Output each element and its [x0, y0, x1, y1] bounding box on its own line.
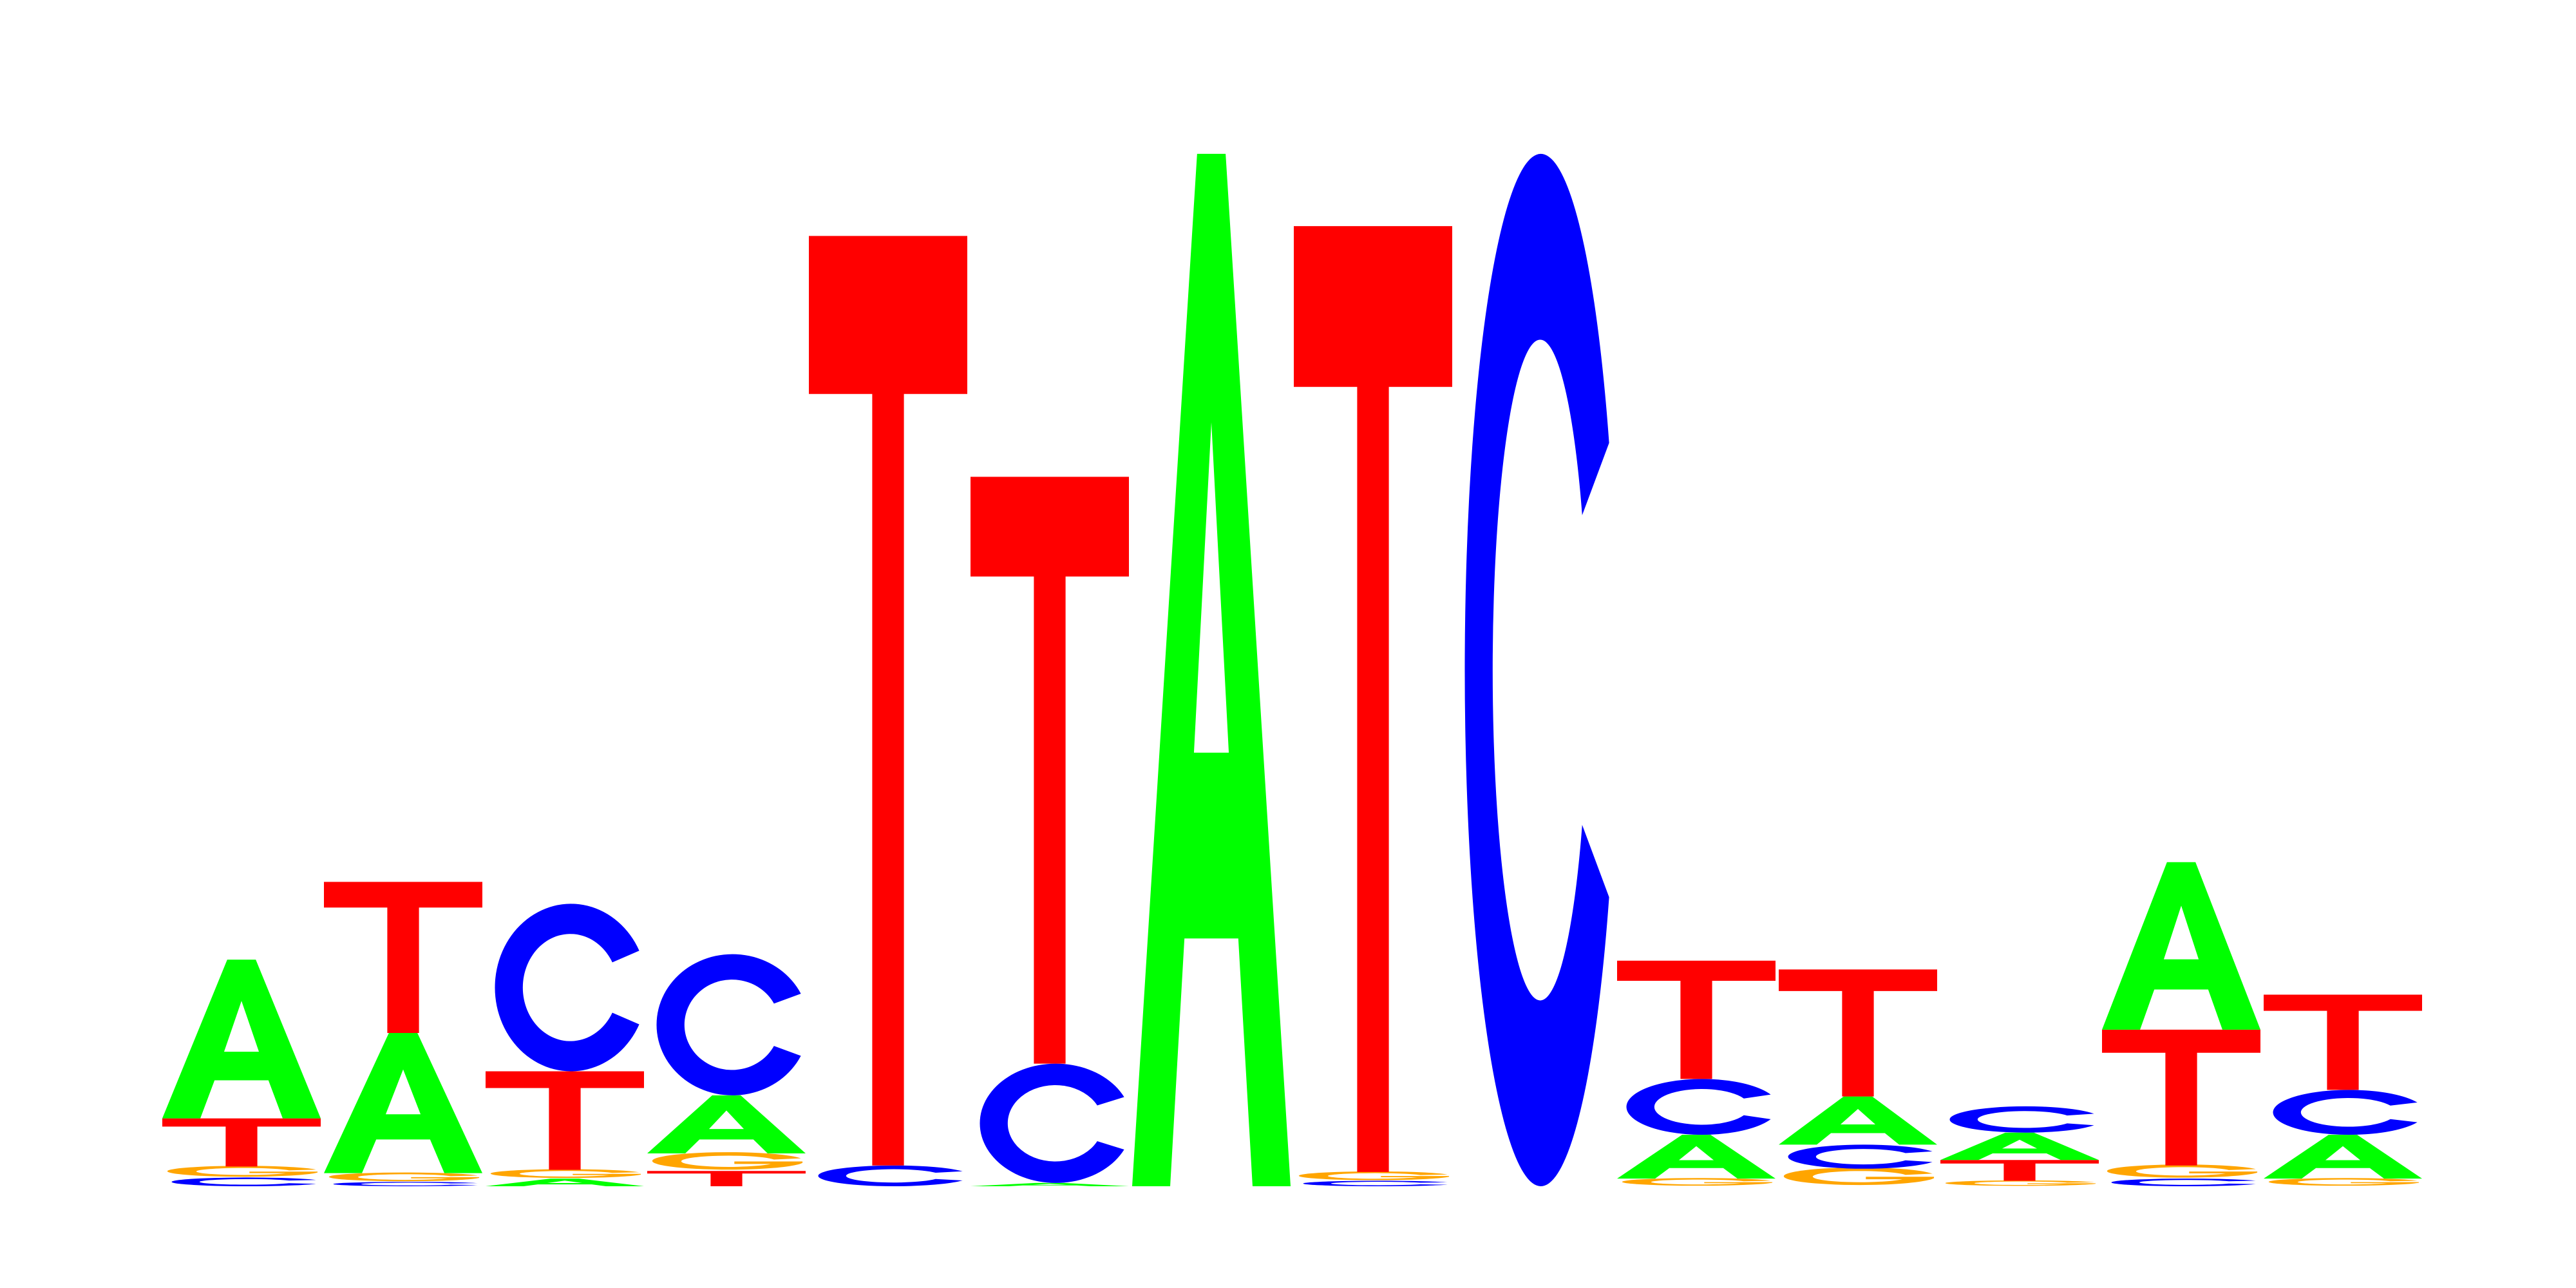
letter-C-pos-3	[495, 904, 639, 1072]
letter-G-pos-11	[1783, 1167, 1935, 1186]
letter-C-pos-6	[980, 1063, 1124, 1183]
letter-A-pos-12	[1940, 1132, 2099, 1160]
letter-A-pos-4	[647, 1095, 806, 1153]
letter-T-pos-5	[809, 236, 967, 1166]
letter-G-pos-14	[2268, 1178, 2420, 1186]
letter-G-pos-4	[652, 1152, 803, 1170]
letter-T-pos-13	[2102, 1029, 2260, 1166]
letter-A-pos-7	[1132, 153, 1291, 1186]
letter-C-pos-12	[1949, 1106, 2094, 1133]
letter-A-pos-1	[162, 960, 321, 1119]
letter-A-pos-6	[971, 1182, 1129, 1186]
letter-A-pos-10	[1617, 1135, 1776, 1179]
letter-C-pos-2	[333, 1182, 478, 1186]
letter-C-pos-10	[1626, 1079, 1771, 1135]
letter-C-pos-9	[1464, 153, 1609, 1187]
letter-T-pos-3	[486, 1071, 644, 1170]
letter-C-pos-8	[1303, 1180, 1448, 1186]
letter-A-pos-14	[2264, 1135, 2422, 1179]
letter-G-pos-12	[1945, 1180, 2096, 1186]
letter-A-pos-13	[2102, 862, 2260, 1030]
letter-G-pos-10	[1622, 1178, 1773, 1186]
letter-C-pos-13	[2111, 1179, 2256, 1186]
letter-T-pos-2	[324, 882, 482, 1033]
letter-G-pos-13	[2107, 1164, 2258, 1178]
letter-A-pos-11	[1779, 1096, 1937, 1145]
letter-A-pos-2	[324, 1033, 482, 1173]
letter-T-pos-1	[162, 1118, 321, 1167]
letter-C-pos-5	[818, 1165, 963, 1186]
letter-T-pos-10	[1617, 960, 1776, 1079]
letter-G-pos-1	[167, 1166, 318, 1177]
letter-C-pos-4	[656, 954, 801, 1095]
letter-G-pos-8	[1298, 1171, 1450, 1180]
letter-C-pos-14	[2273, 1090, 2418, 1135]
letter-T-pos-11	[1779, 969, 1937, 1097]
letter-G-pos-2	[328, 1172, 480, 1182]
letter-A-pos-3	[486, 1179, 644, 1186]
letter-T-pos-14	[2264, 994, 2422, 1090]
letter-T-pos-12	[1940, 1160, 2099, 1181]
letter-C-pos-11	[1788, 1144, 1933, 1169]
letter-C-pos-1	[171, 1177, 316, 1186]
letter-T-pos-4	[647, 1171, 806, 1186]
letter-T-pos-8	[1294, 226, 1452, 1172]
letter-T-pos-6	[971, 477, 1129, 1064]
letter-G-pos-3	[490, 1169, 641, 1179]
logo-letters	[162, 153, 2422, 1187]
